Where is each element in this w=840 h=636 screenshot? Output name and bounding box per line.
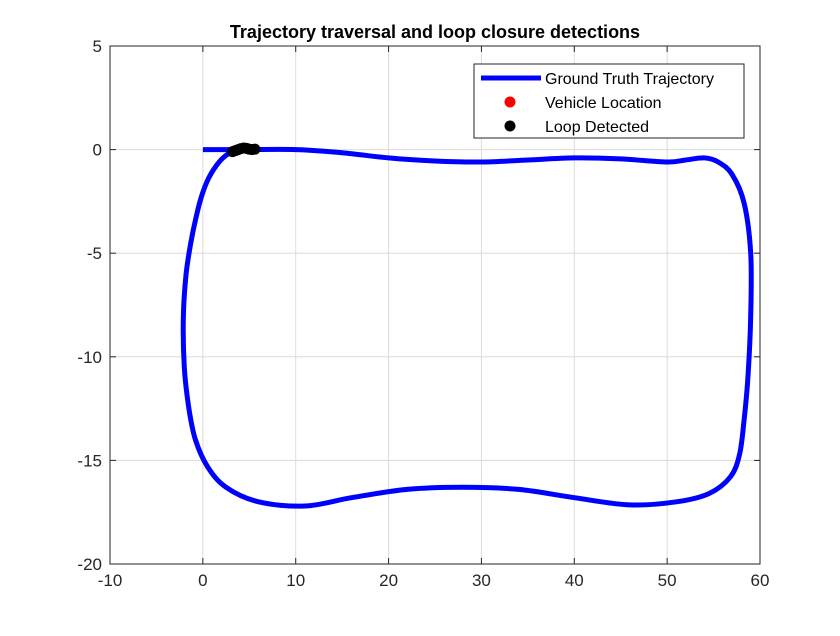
y-tick-label: 0 (93, 141, 102, 160)
x-tick-label: -10 (98, 571, 123, 590)
x-tick-label: 30 (472, 571, 491, 590)
legend-label-loop-detected: Loop Detected (545, 119, 649, 136)
y-tick-label: 5 (93, 37, 102, 56)
grid (110, 46, 760, 564)
axes-box (109, 45, 761, 565)
y-tick-label: -15 (77, 451, 102, 470)
chart-title: Trajectory traversal and loop closure de… (230, 22, 640, 42)
legend: Ground Truth Trajectory Vehicle Location… (473, 63, 745, 139)
ground-truth-trajectory-line (180, 146, 754, 509)
legend-label-vehicle-location: Vehicle Location (545, 95, 662, 112)
y-tick-label: -10 (77, 348, 102, 367)
x-tick-label: 10 (286, 571, 305, 590)
x-tick-label: 20 (379, 571, 398, 590)
x-tick-label: 0 (198, 571, 207, 590)
loop-detected-point (249, 143, 261, 155)
x-tick-label: 60 (751, 571, 770, 590)
x-tick-label: 50 (658, 571, 677, 590)
legend-loop-detected-marker (504, 120, 516, 132)
series-layer (180, 142, 754, 509)
legend-label-ground-truth: Ground Truth Trajectory (545, 71, 714, 88)
legend-vehicle-location-marker (504, 96, 516, 108)
y-tick-label: -5 (87, 244, 102, 263)
y-tick-label: -20 (77, 555, 102, 574)
x-tick-label: 40 (565, 571, 584, 590)
